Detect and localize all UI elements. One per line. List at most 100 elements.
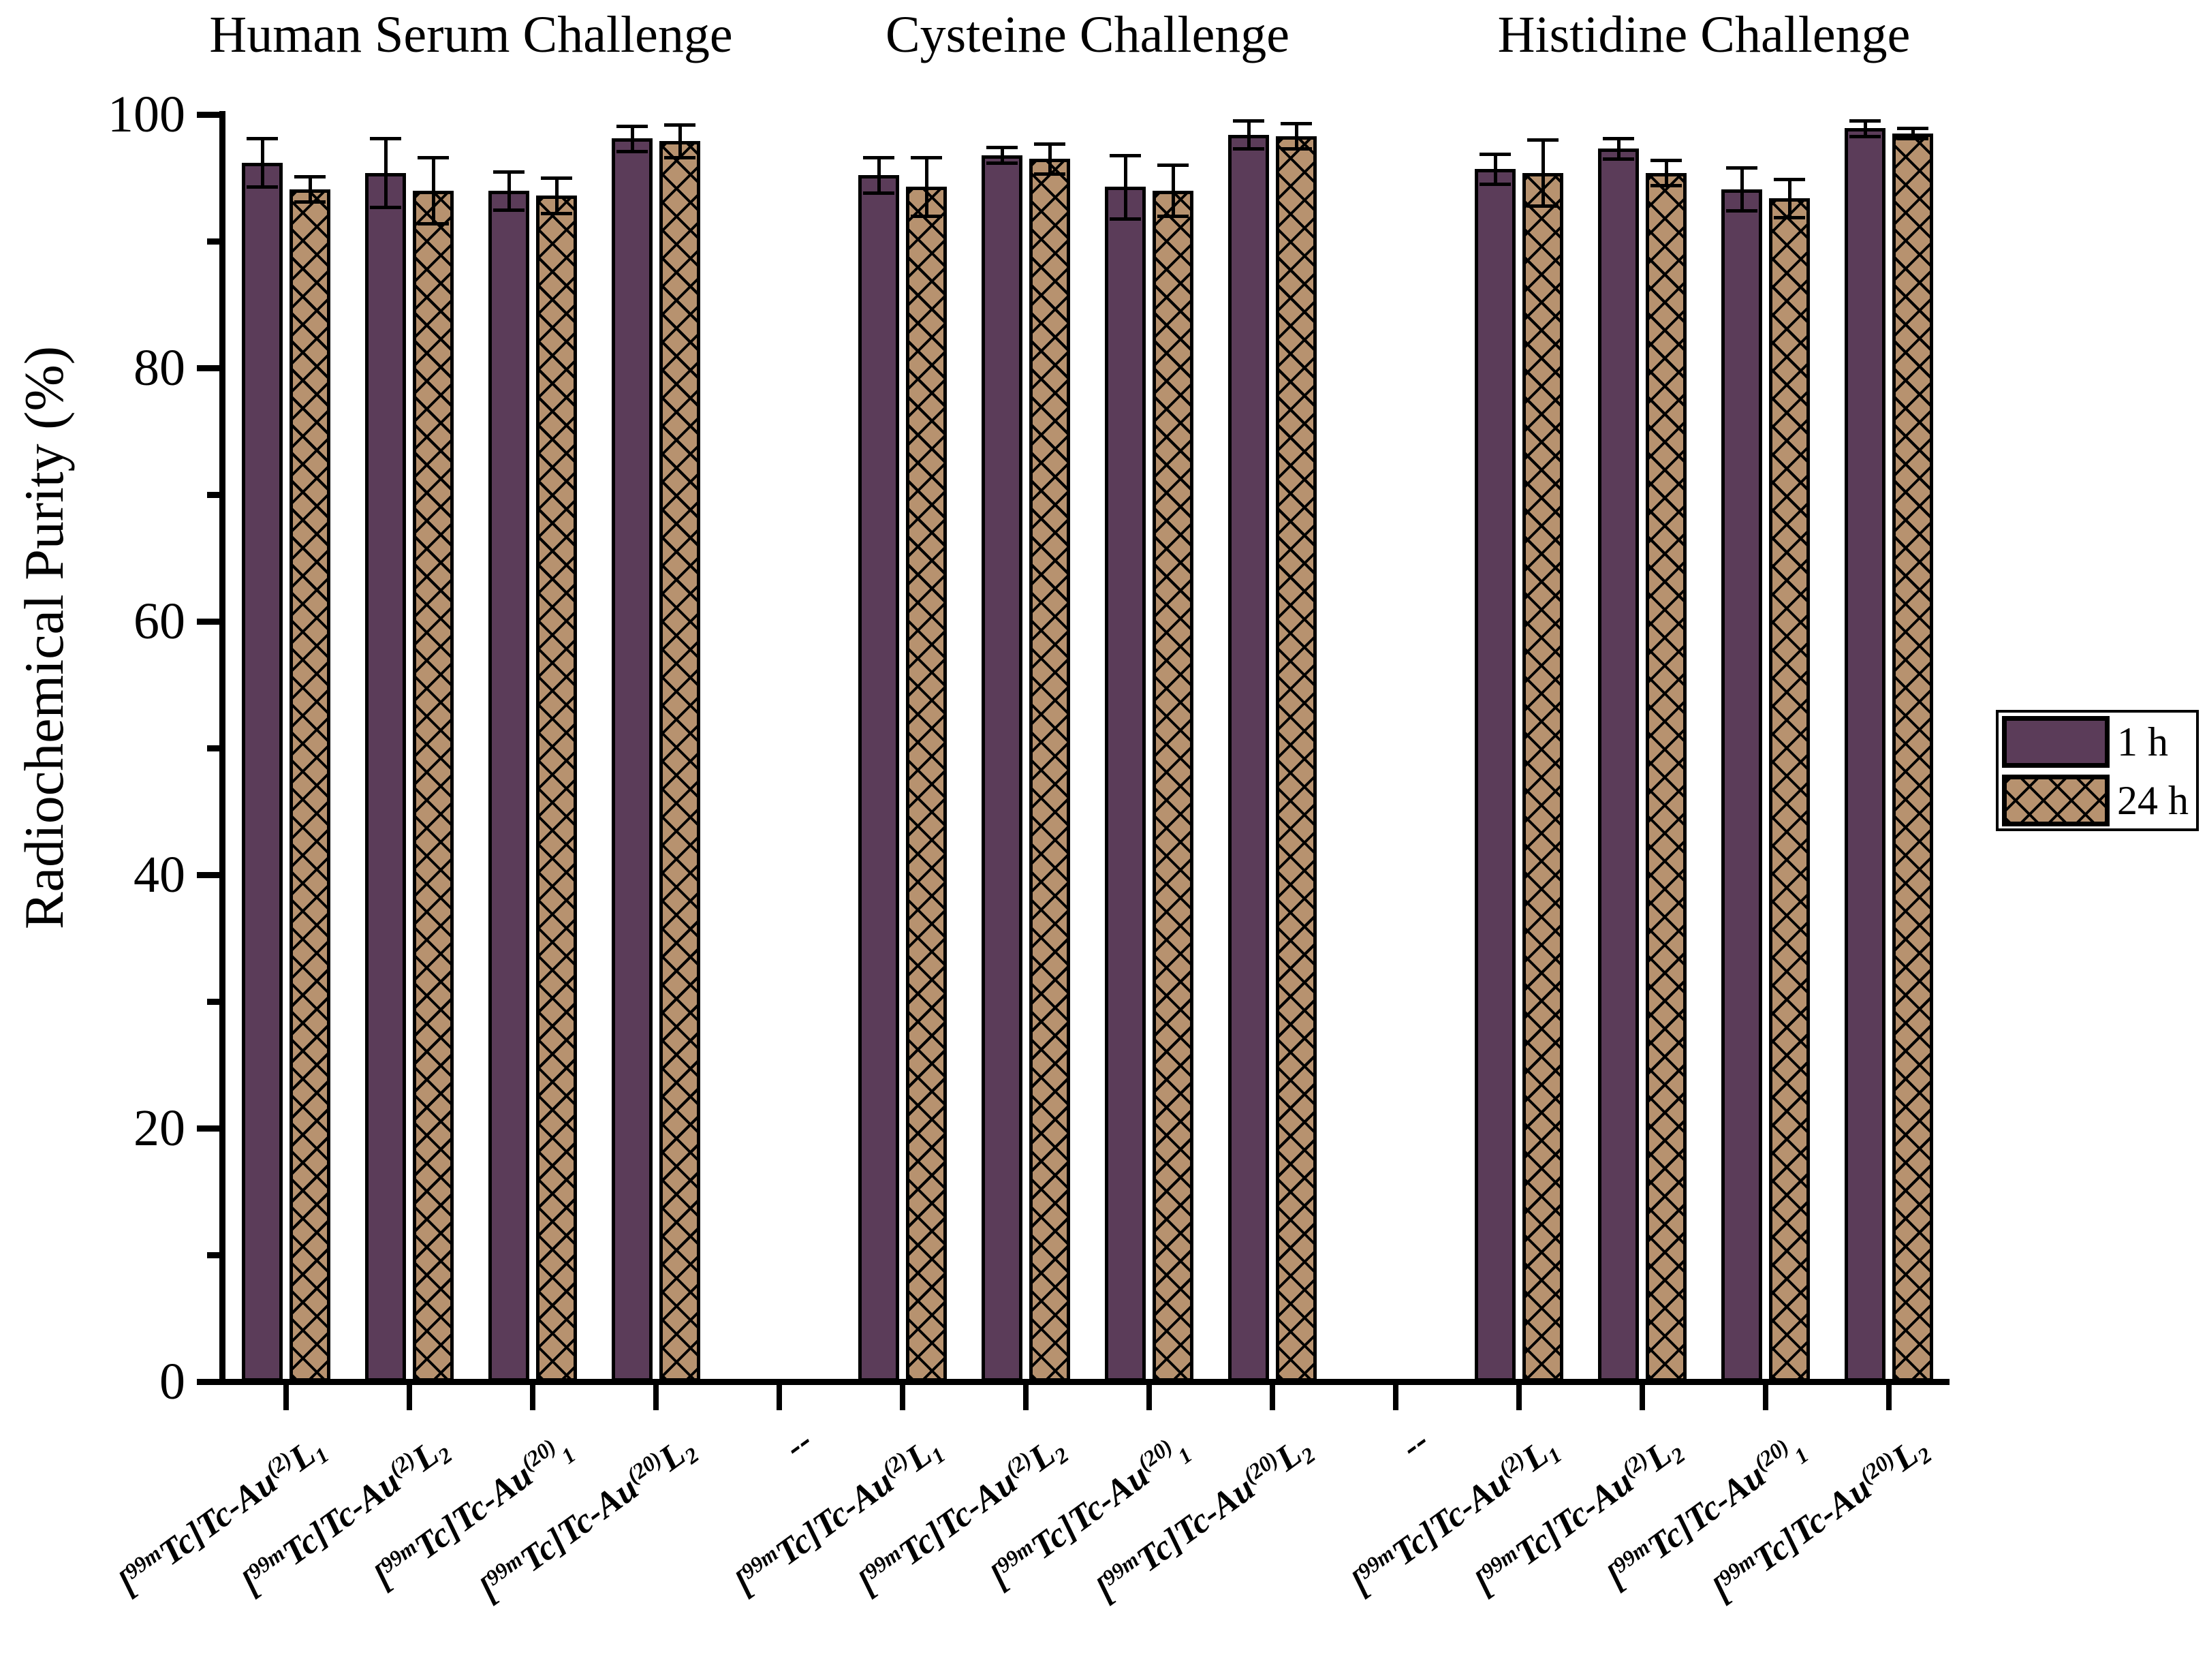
error-bar-line (1172, 165, 1175, 216)
x-tick (1640, 1382, 1645, 1410)
legend-label-24h: 24 h (2117, 778, 2189, 823)
error-bar-line (1788, 178, 1791, 217)
bar-24h (1522, 172, 1563, 1382)
y-tick-minor (207, 745, 222, 751)
error-bar-cap-top (418, 156, 449, 160)
error-bar-cap-bottom (863, 191, 894, 196)
error-bar-cap-bottom (370, 205, 401, 209)
error-bar-line (678, 124, 682, 158)
error-bar-cap-bottom (1849, 134, 1881, 138)
y-tick-major (197, 1125, 222, 1132)
bar-24h (659, 141, 700, 1382)
group-title: Histidine Challenge (1497, 6, 1911, 63)
group-title: Human Serum Challenge (209, 6, 733, 63)
error-bar-line (1665, 159, 1668, 186)
y-tick-label: 100 (108, 86, 185, 143)
error-bar-line (555, 178, 559, 214)
error-bar-line (384, 138, 388, 207)
y-tick-label: 20 (134, 1100, 185, 1157)
error-bar-line (309, 176, 312, 202)
error-bar-cap-top (1774, 177, 1805, 181)
error-bar-cap-bottom (1726, 209, 1757, 213)
error-bar-cap-bottom (1774, 215, 1805, 219)
error-bar-cap-top (1650, 158, 1682, 162)
bar-1h (488, 190, 529, 1382)
error-bar-cap-bottom (1281, 147, 1312, 151)
y-tick-label: 60 (134, 593, 185, 650)
x-tick (1393, 1382, 1398, 1410)
x-tick (530, 1382, 535, 1410)
error-bar-line (1617, 138, 1621, 159)
bar-1h (1475, 168, 1516, 1382)
error-bar-cap-bottom (1233, 147, 1264, 151)
error-bar-cap-top (1281, 122, 1312, 126)
error-bar-cap-top (1157, 164, 1189, 168)
error-bar-cap-top (1110, 153, 1141, 157)
x-spacer-label: -- (777, 1421, 820, 1467)
error-bar-cap-top (1603, 137, 1634, 141)
x-tick (1763, 1382, 1768, 1410)
error-bar-line (877, 157, 881, 193)
error-bar-line (1864, 121, 1867, 136)
error-bar-cap-bottom (664, 156, 695, 160)
error-bar-cap-bottom (1527, 204, 1559, 208)
error-bar-cap-bottom (616, 149, 648, 153)
x-tick (1146, 1382, 1152, 1410)
x-axis-line (202, 1379, 1950, 1385)
bar-24h (1276, 136, 1317, 1382)
bar-24h (1892, 133, 1933, 1382)
bar-1h (365, 172, 406, 1382)
error-bar-cap-bottom (1650, 184, 1682, 188)
error-bar-cap-top (986, 146, 1018, 150)
error-bar-cap-bottom (1157, 214, 1189, 218)
error-bar-line (925, 157, 928, 216)
error-bar-cap-top (541, 176, 572, 180)
y-tick-minor (207, 1252, 222, 1258)
error-bar-line (432, 157, 435, 223)
y-tick-label: 40 (134, 846, 185, 903)
error-bar-cap-top (664, 123, 695, 127)
error-bar-line (507, 171, 511, 210)
legend-swatch-24h (2002, 775, 2110, 826)
bar-24h (1769, 198, 1810, 1382)
error-bar-cap-bottom (911, 214, 942, 218)
bar-1h (1845, 128, 1885, 1382)
x-tick (1516, 1382, 1522, 1410)
y-tick-minor (207, 238, 222, 245)
error-bar-cap-bottom (1603, 157, 1634, 161)
error-bar-cap-bottom (541, 212, 572, 216)
error-bar-line (1001, 147, 1004, 163)
y-axis-line (219, 111, 225, 1385)
bar-24h (906, 187, 947, 1382)
error-bar-cap-bottom (493, 208, 525, 212)
error-bar-line (1247, 121, 1251, 149)
error-bar-cap-bottom (1034, 172, 1065, 176)
error-bar-cap-top (1726, 166, 1757, 170)
bar-1h (1228, 134, 1269, 1382)
error-bar-cap-top (294, 175, 326, 179)
y-tick-minor (207, 492, 222, 498)
bar-1h (982, 155, 1022, 1382)
y-tick-label: 0 (159, 1353, 185, 1410)
error-bar-line (261, 138, 264, 187)
legend-box: 1 h 24 h (1996, 710, 2199, 831)
error-bar-cap-top (616, 124, 648, 128)
y-tick-major (197, 619, 222, 625)
bar-1h (858, 175, 899, 1382)
legend-label-1h: 1 h (2117, 719, 2168, 764)
y-tick-label: 80 (134, 339, 185, 396)
error-bar-cap-bottom (247, 185, 278, 189)
error-bar-cap-top (911, 156, 942, 160)
x-tick (777, 1382, 782, 1410)
y-tick-major (197, 872, 222, 878)
bar-1h (1105, 187, 1146, 1382)
bar-24h (413, 190, 454, 1382)
bar-1h (612, 138, 653, 1382)
x-tick (900, 1382, 905, 1410)
error-bar-cap-top (1480, 152, 1511, 156)
error-bar-cap-top (1849, 119, 1881, 123)
error-bar-line (1295, 123, 1298, 149)
bar-24h (1646, 172, 1687, 1382)
error-bar-cap-top (1527, 138, 1559, 142)
error-bar-line (1541, 140, 1545, 206)
